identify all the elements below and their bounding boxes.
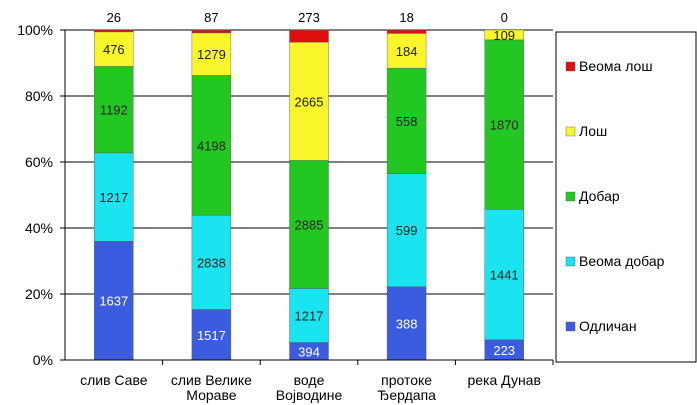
bar-segment xyxy=(94,152,134,242)
bar-segment xyxy=(386,173,427,287)
legend-label: Добар xyxy=(579,188,620,204)
bar-segment xyxy=(484,29,524,41)
bar-segment xyxy=(386,29,427,34)
y-tick-label: 20% xyxy=(25,286,53,302)
data-label: 18 xyxy=(399,10,413,25)
data-label: 223 xyxy=(493,343,515,358)
data-label: 1870 xyxy=(490,118,519,133)
legend-label: Лош xyxy=(579,123,607,139)
data-label: 2838 xyxy=(197,255,226,270)
legend-label: Веома добар xyxy=(579,253,665,269)
data-label: 1441 xyxy=(490,268,519,283)
data-label: 394 xyxy=(298,344,320,359)
data-label: 273 xyxy=(298,10,320,25)
bar-segment xyxy=(386,33,427,69)
data-label: 0 xyxy=(501,10,508,25)
x-axis: слив Саве слив Велике Мораве воде Војводине п… xyxy=(65,359,554,403)
data-label: 476 xyxy=(103,42,125,57)
data-label: 2885 xyxy=(295,217,324,232)
data-label: 1517 xyxy=(197,328,226,343)
y-tick-label: 100% xyxy=(17,22,53,38)
bar-segment xyxy=(289,41,329,161)
legend-label: Веома лош xyxy=(579,58,653,74)
x-category-label: протоке Ђердапа xyxy=(377,372,436,403)
bar-segment xyxy=(191,309,232,361)
data-label: 2665 xyxy=(295,94,324,109)
legend-label: Одличан xyxy=(579,318,637,334)
legend: Веома лош Лош Добар Веома добар Одличан xyxy=(555,31,697,363)
data-label: 1192 xyxy=(100,103,128,118)
data-label: 1217 xyxy=(295,308,324,323)
y-tick-label: 80% xyxy=(25,88,53,104)
legend-swatch xyxy=(565,256,576,267)
data-label: 558 xyxy=(396,114,418,129)
bar-segment xyxy=(191,29,232,34)
x-category-label: река Дунав xyxy=(467,372,540,388)
data-label: 599 xyxy=(396,223,418,238)
data-label: 184 xyxy=(396,44,418,59)
bar-segment xyxy=(94,66,134,154)
bar-segment xyxy=(289,29,329,43)
x-category-label: воде Војводине xyxy=(276,372,343,403)
bar-segment xyxy=(386,67,427,174)
y-tick-label: 40% xyxy=(25,220,53,236)
bar-segment xyxy=(191,214,232,310)
legend-swatch xyxy=(565,126,576,137)
bar-segment xyxy=(484,209,524,340)
data-label: 26 xyxy=(107,10,121,25)
y-axis: 0% 20% 40% 60% 80% 100% xyxy=(17,22,66,368)
x-category-label: слив Саве xyxy=(80,372,148,388)
bar-segment xyxy=(94,29,134,33)
data-label: 1279 xyxy=(197,47,226,62)
bar-segment xyxy=(289,160,329,289)
data-label: 1637 xyxy=(99,294,128,309)
data-label: 4198 xyxy=(197,138,226,153)
data-label: 87 xyxy=(204,10,218,25)
bar-segment xyxy=(484,39,524,210)
bars: 1637 1217 1192 476 26 1517 2838 4198 1279 87 394 12… xyxy=(94,10,524,361)
y-tick-label: 60% xyxy=(25,154,53,170)
bar-segment xyxy=(191,32,232,76)
data-label: 388 xyxy=(396,316,418,331)
data-label: 109 xyxy=(493,28,515,43)
data-label: 1217 xyxy=(99,190,128,205)
bar-segment xyxy=(289,288,329,343)
bar-segment xyxy=(94,241,134,361)
bar-segment xyxy=(386,286,427,361)
bar-segment xyxy=(191,75,232,216)
legend-swatch xyxy=(565,191,576,202)
legend-box xyxy=(555,31,697,363)
x-category-label: слив Велике Мораве xyxy=(171,372,252,403)
y-tick-label: 0% xyxy=(33,352,53,368)
legend-swatch xyxy=(565,321,576,332)
legend-swatch xyxy=(565,61,576,72)
bar-segment xyxy=(94,31,134,67)
